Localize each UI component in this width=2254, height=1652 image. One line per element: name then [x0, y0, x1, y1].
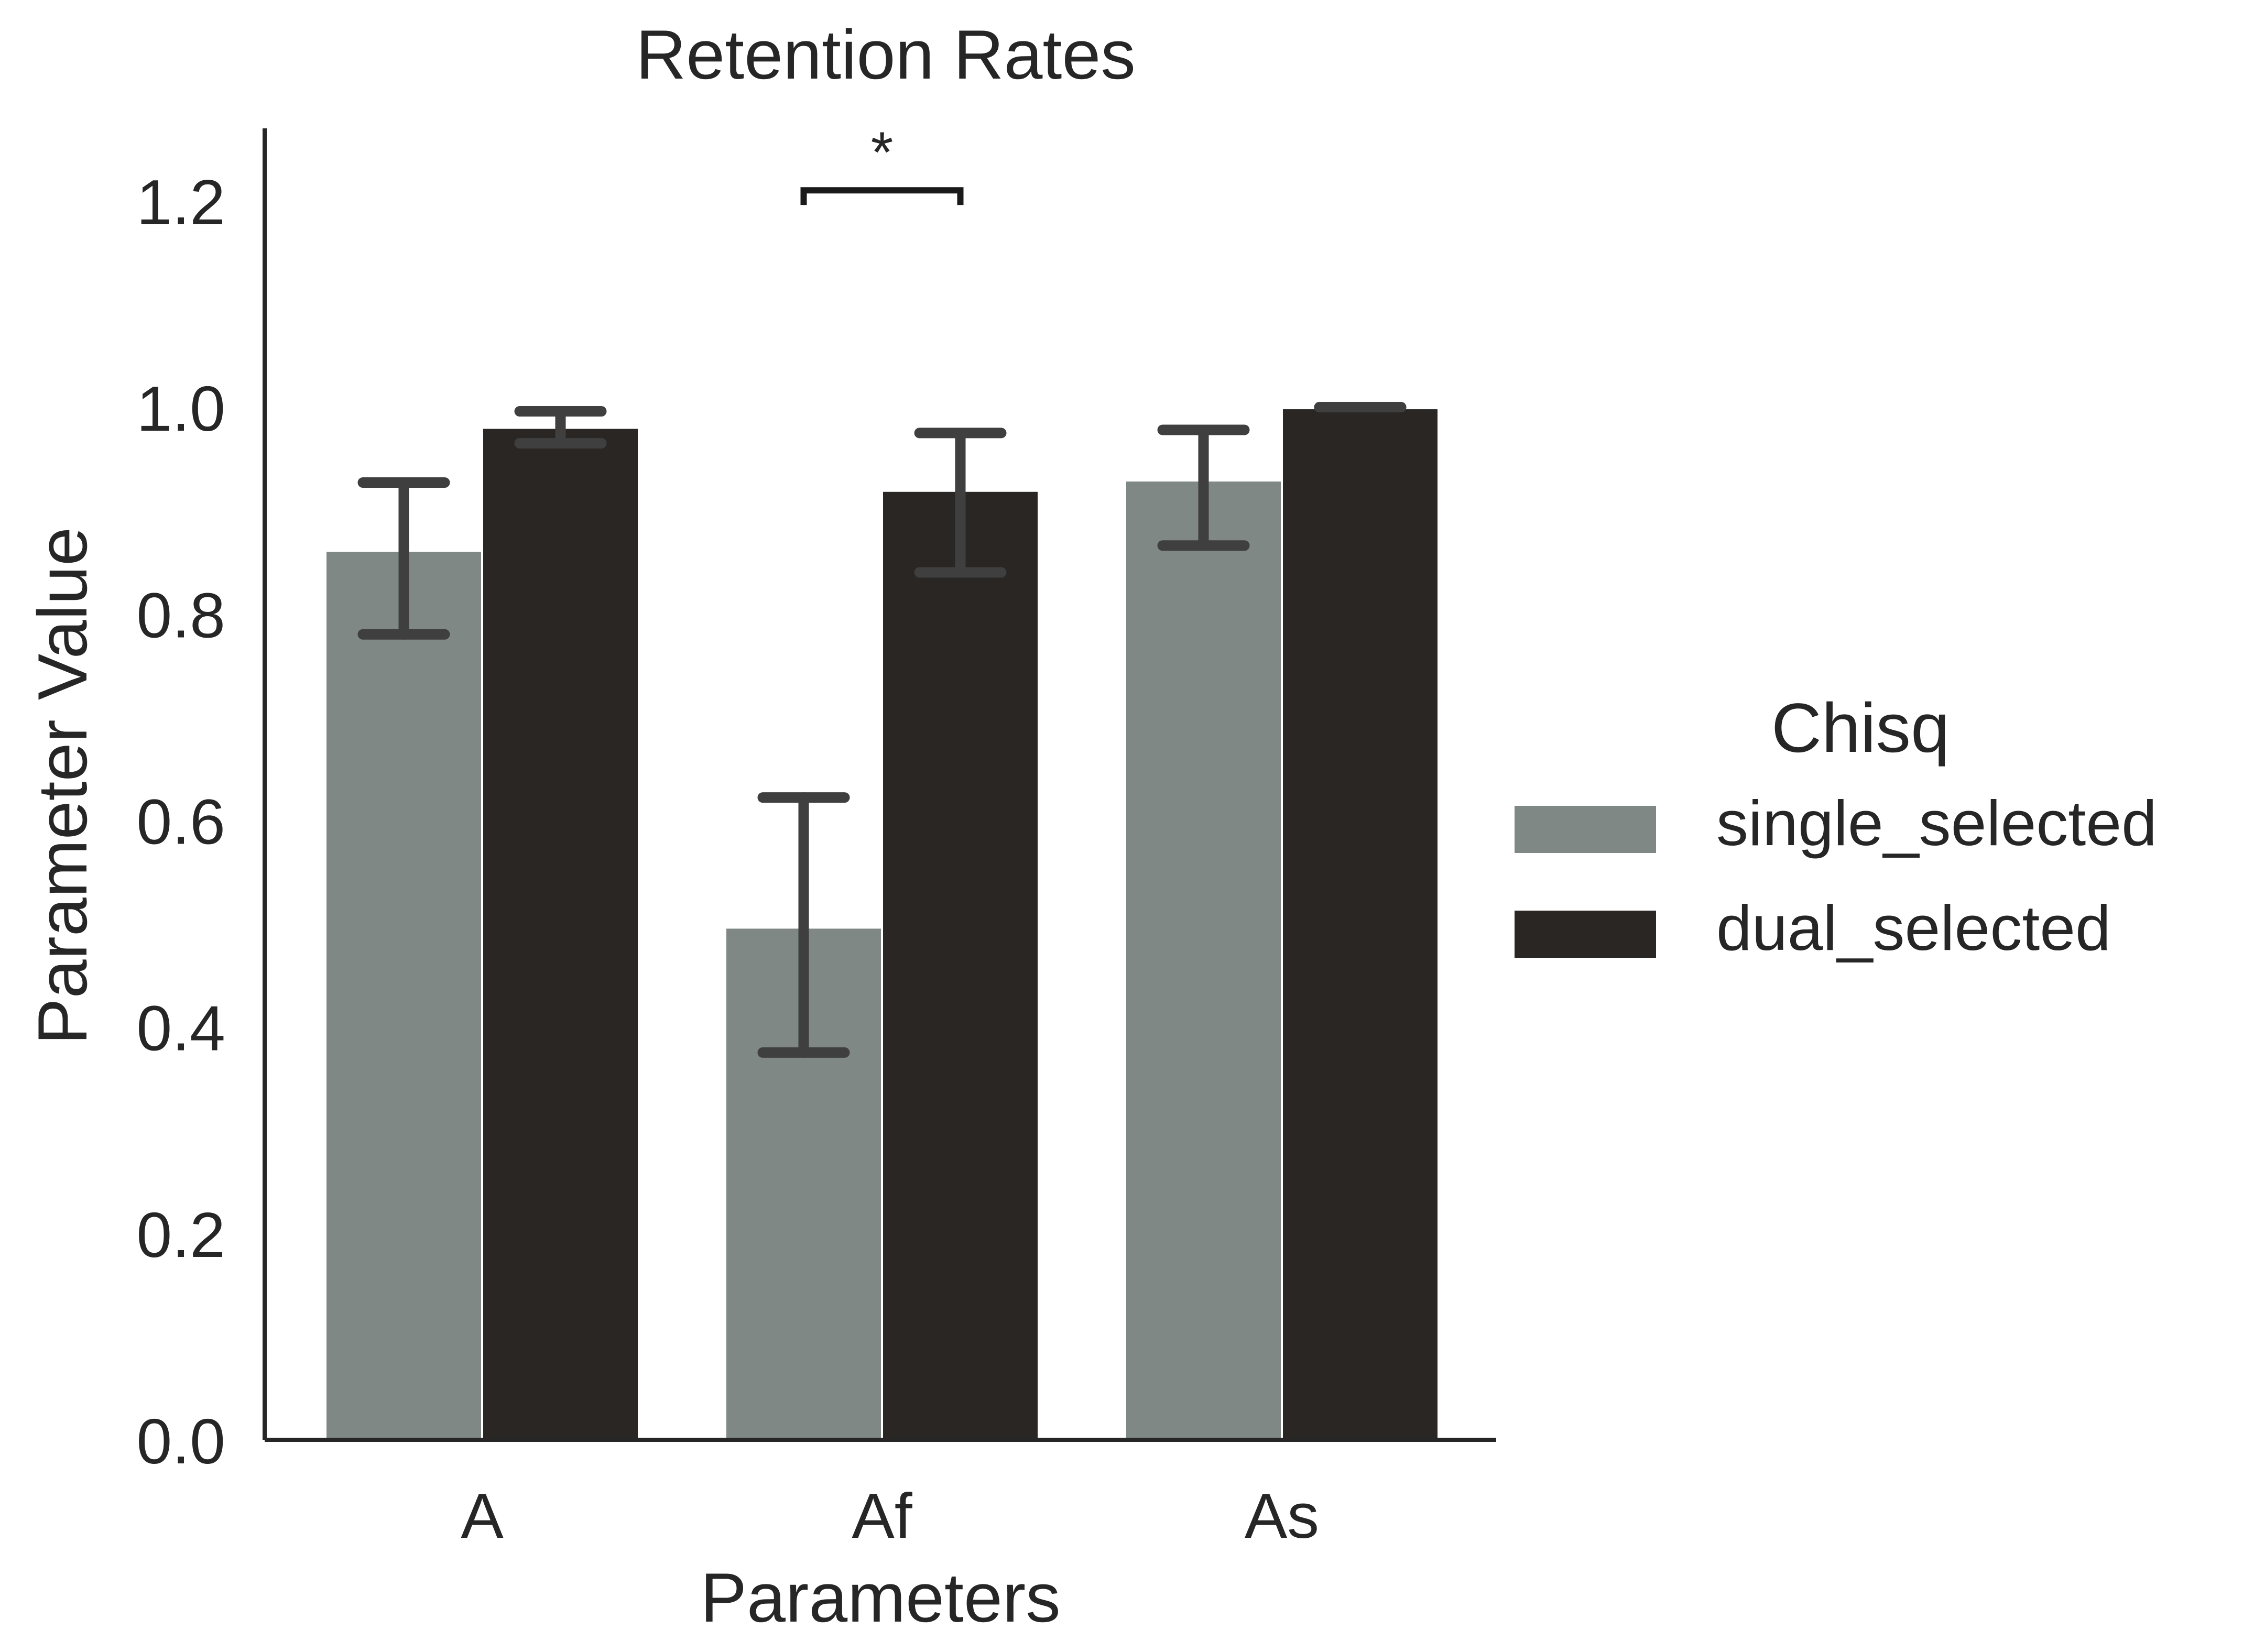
bar-dual_selected-As — [1283, 409, 1438, 1440]
x-tick-label: A — [461, 1480, 504, 1551]
bar-single_selected-As — [1126, 482, 1281, 1440]
bars-layer — [326, 409, 1438, 1440]
legend-label-single_selected: single_selected — [1716, 787, 2157, 859]
legend-title: Chisq — [1771, 690, 1950, 767]
y-ticks: 0.0 0.2 0.4 0.6 0.8 1.0 1.2 — [136, 167, 225, 1477]
annotation-layer: * — [800, 120, 964, 205]
y-tick-label: 1.2 — [136, 167, 225, 238]
chart-title: Retention Rates — [636, 16, 1136, 94]
legend-swatch-dual_selected — [1515, 911, 1656, 958]
y-tick-label: 1.0 — [136, 373, 225, 444]
legend: Chisq single_selected dual_selected — [1515, 690, 2157, 964]
y-tick-label: 0.4 — [136, 993, 225, 1064]
bar-single_selected-A — [326, 552, 481, 1440]
bar-dual_selected-A — [483, 429, 638, 1440]
y-axis-label: Parameter Value — [24, 527, 102, 1045]
x-ticks: A Af As — [461, 1480, 1319, 1551]
y-tick-label: 0.0 — [136, 1406, 225, 1477]
bar-dual_selected-Af — [883, 491, 1038, 1440]
x-tick-label: Af — [852, 1480, 912, 1551]
legend-label-dual_selected: dual_selected — [1716, 892, 2111, 964]
y-tick-label: 0.2 — [136, 1199, 225, 1271]
y-tick-label: 0.6 — [136, 786, 225, 857]
significance-star: * — [871, 120, 894, 184]
x-tick-label: As — [1245, 1480, 1319, 1551]
error-bars-layer — [357, 402, 1407, 1058]
significance-bracket — [800, 187, 964, 205]
legend-swatch-single_selected — [1515, 806, 1656, 853]
x-axis-label: Parameters — [700, 1559, 1060, 1637]
y-tick-label: 0.8 — [136, 579, 225, 651]
